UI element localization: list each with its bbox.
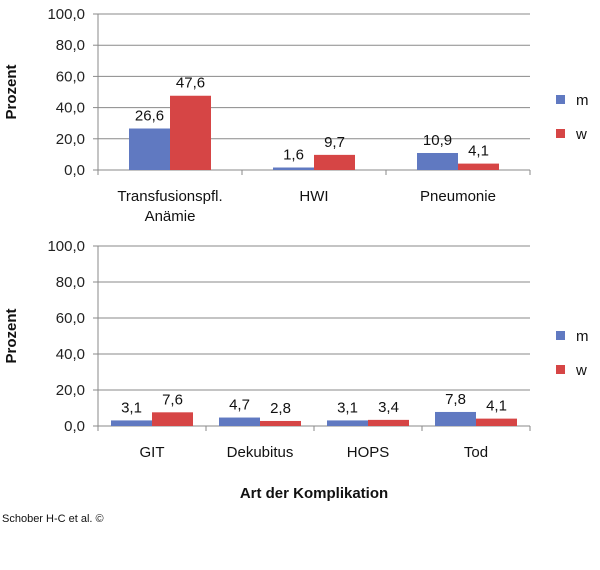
y-tick-label: 0,0 [64, 418, 85, 435]
data-label: 7,6 [162, 391, 183, 408]
bar-w [170, 95, 211, 170]
data-label: 2,8 [270, 400, 291, 417]
bar-m [327, 420, 368, 426]
y-tick-label: 60,0 [56, 68, 85, 85]
bar-m [111, 420, 152, 426]
category-label: GIT [140, 444, 165, 461]
bar-m [219, 417, 260, 426]
data-label: 47,6 [176, 75, 205, 92]
legend-label-w: w [575, 126, 587, 143]
data-label: 7,8 [445, 391, 466, 408]
data-label: 1,6 [283, 147, 304, 164]
chart-svg: 0,0 20,0 40,0 60,0 80,0 100,0 26,6 47,6 Transfus… [3, 6, 589, 502]
category-label: Transfusionspfl. [117, 188, 222, 205]
bar-w [368, 419, 409, 426]
data-label: 3,1 [337, 399, 358, 416]
legend-swatch-w [556, 365, 565, 374]
data-label: 3,1 [121, 399, 142, 416]
bar-w [458, 163, 499, 170]
bar-w [314, 154, 355, 170]
y-tick-label: 20,0 [56, 382, 85, 399]
legend-label-m: m [576, 92, 589, 109]
bar-m [435, 411, 476, 426]
credit-text: Schober H-C et al. © [2, 513, 104, 525]
category-label: Pneumonie [420, 188, 496, 205]
legend-label-m: m [576, 328, 589, 345]
legend-label-w: w [575, 362, 587, 379]
legend-swatch-m [556, 331, 565, 340]
category-label: Anämie [145, 208, 196, 225]
category-label: Dekubitus [227, 444, 294, 461]
legend-swatch-w [556, 129, 565, 138]
data-label: 9,7 [324, 134, 345, 151]
y-axis-label: Prozent [3, 64, 20, 119]
y-tick-label: 40,0 [56, 100, 85, 117]
y-tick-label: 80,0 [56, 37, 85, 54]
y-tick-label: 40,0 [56, 346, 85, 363]
data-label: 4,1 [486, 398, 507, 415]
y-tick-label: 20,0 [56, 131, 85, 148]
y-tick-label: 0,0 [64, 162, 85, 179]
data-label: 10,9 [423, 132, 452, 149]
legend-swatch-m [556, 95, 565, 104]
bar-m [273, 167, 314, 170]
data-label: 4,7 [229, 397, 250, 414]
bar-w [476, 418, 517, 426]
category-label: HWI [299, 188, 328, 205]
bar-w [260, 420, 301, 426]
data-label: 3,4 [378, 399, 399, 416]
data-label: 4,1 [468, 143, 489, 160]
bar-m [129, 128, 170, 170]
bar-w [152, 412, 193, 426]
y-tick-label: 100,0 [47, 6, 85, 23]
y-tick-label: 80,0 [56, 274, 85, 291]
y-tick-label: 60,0 [56, 310, 85, 327]
category-label: Tod [464, 444, 488, 461]
y-tick-label: 100,0 [47, 238, 85, 255]
y-axis-label: Prozent [3, 308, 20, 363]
category-label: HOPS [347, 444, 390, 461]
x-axis-label: Art der Komplikation [240, 485, 388, 502]
data-label: 26,6 [135, 108, 164, 125]
bar-m [417, 152, 458, 170]
